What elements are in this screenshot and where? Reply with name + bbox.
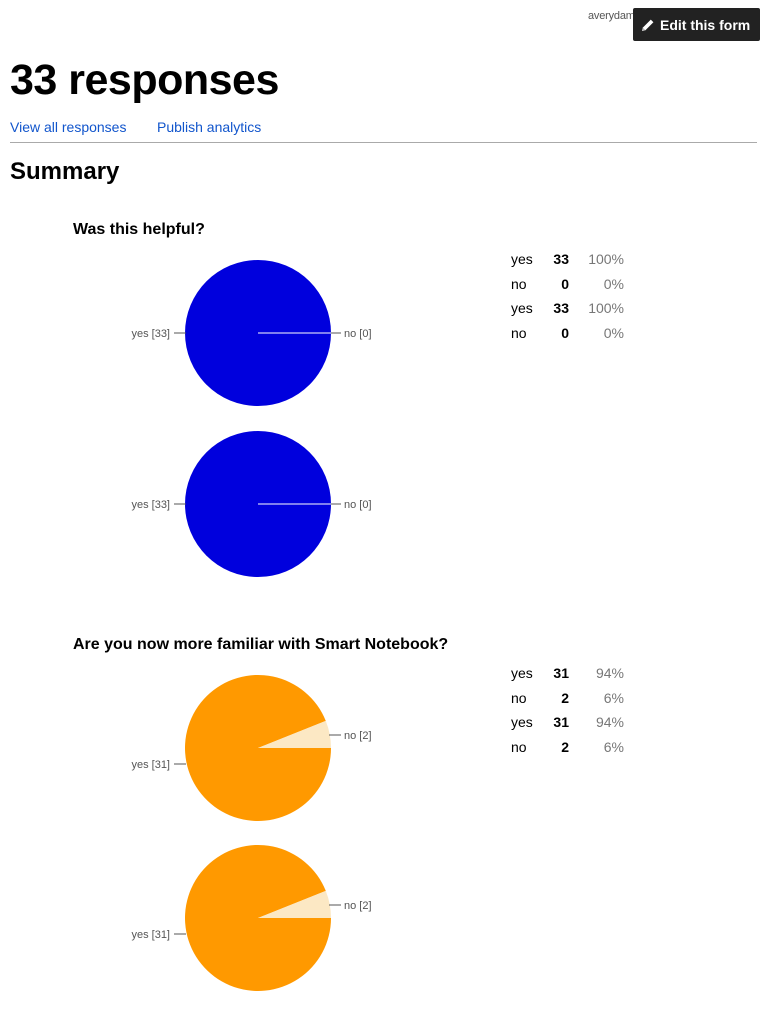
table-row: no 2 6% bbox=[511, 735, 624, 760]
pie-label-no: no [0] bbox=[344, 499, 372, 511]
table-row: yes 33 100% bbox=[511, 296, 624, 321]
answer-count: 33 bbox=[553, 251, 569, 268]
answer-label: no bbox=[511, 689, 527, 706]
pie-label-no: no [2] bbox=[344, 730, 372, 742]
pie-slice-no bbox=[258, 720, 331, 748]
edit-form-button[interactable]: Edit this form bbox=[633, 8, 760, 41]
table-row: no 0 0% bbox=[511, 321, 624, 346]
question-2-title: Are you now more familiar with Smart Not… bbox=[73, 636, 449, 653]
answer-count: 2 bbox=[561, 689, 569, 706]
answer-percent: 94% bbox=[595, 665, 624, 682]
pie-label-no: no [2] bbox=[344, 900, 372, 912]
summary-heading: Summary bbox=[10, 158, 120, 185]
pie-label-yes: yes [33] bbox=[131, 499, 170, 511]
question-1-pie-chart-2: yes [33] no [0] bbox=[131, 431, 372, 577]
answer-count: 0 bbox=[561, 275, 569, 292]
table-row: yes 33 100% bbox=[511, 247, 624, 272]
answer-percent: 6% bbox=[603, 689, 624, 706]
question-2-counts-table: yes 31 94% no 2 6% yes 31 94% no 2 6% bbox=[511, 661, 624, 759]
answer-count: 31 bbox=[553, 714, 569, 731]
question-1-title: Was this helpful? bbox=[73, 221, 205, 238]
answer-label: no bbox=[511, 275, 527, 292]
answer-percent: 100% bbox=[588, 251, 624, 268]
table-row: yes 31 94% bbox=[511, 661, 624, 686]
answer-label: yes bbox=[511, 300, 533, 317]
pie-label-yes: yes [31] bbox=[131, 759, 170, 771]
pie-label-yes: yes [33] bbox=[131, 328, 170, 340]
answer-label: yes bbox=[511, 251, 533, 268]
answer-count: 0 bbox=[561, 324, 569, 341]
view-all-responses-link[interactable]: View all responses bbox=[10, 119, 127, 135]
pie-slice-no bbox=[258, 890, 331, 918]
question-2-pie-chart-2: yes [31] no [2] bbox=[131, 845, 372, 991]
answer-percent: 0% bbox=[603, 275, 624, 292]
answer-label: no bbox=[511, 324, 527, 341]
answer-percent: 100% bbox=[588, 300, 624, 317]
table-row: yes 31 94% bbox=[511, 710, 624, 735]
table-row: no 0 0% bbox=[511, 272, 624, 297]
question-1-pie-chart-1: yes [33] no [0] bbox=[131, 260, 372, 406]
header-divider bbox=[10, 142, 757, 143]
edit-form-label: Edit this form bbox=[660, 16, 751, 33]
publish-analytics-link[interactable]: Publish analytics bbox=[157, 119, 262, 135]
table-row: no 2 6% bbox=[511, 686, 624, 711]
answer-count: 2 bbox=[561, 738, 569, 755]
answer-label: yes bbox=[511, 665, 533, 682]
answer-percent: 94% bbox=[595, 714, 624, 731]
pie-label-yes: yes [31] bbox=[131, 929, 170, 941]
pie-label-no: no [0] bbox=[344, 328, 372, 340]
answer-percent: 6% bbox=[603, 738, 624, 755]
answer-count: 31 bbox=[553, 665, 569, 682]
answer-label: yes bbox=[511, 714, 533, 731]
question-1-counts-table: yes 33 100% no 0 0% yes 33 100% no 0 0% bbox=[511, 247, 624, 345]
question-2-pie-chart-1: yes [31] no [2] bbox=[131, 675, 372, 821]
pencil-icon bbox=[642, 19, 654, 31]
answer-count: 33 bbox=[553, 300, 569, 317]
page-title: 33 responses bbox=[10, 56, 279, 104]
answer-label: no bbox=[511, 738, 527, 755]
answer-percent: 0% bbox=[603, 324, 624, 341]
